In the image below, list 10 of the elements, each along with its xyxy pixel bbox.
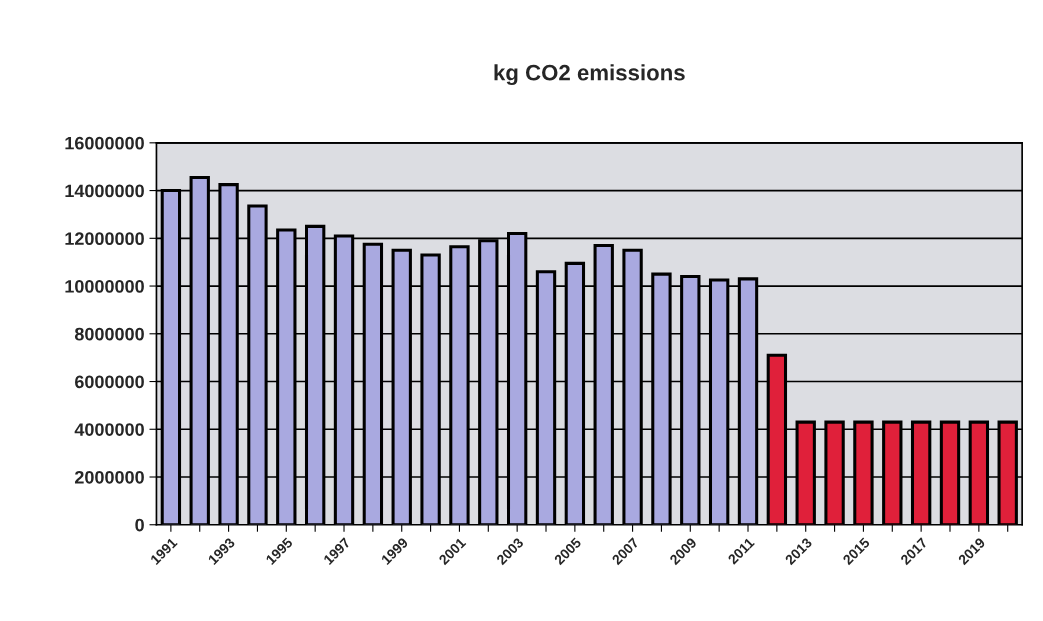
y-tick-label: 4000000 bbox=[74, 423, 144, 436]
y-tick-label: 10000000 bbox=[65, 279, 144, 293]
chart-title: kg CO2 emissions bbox=[494, 64, 685, 86]
y-tick-label: 14000000 bbox=[65, 184, 144, 198]
y-tick-label: 8000000 bbox=[74, 327, 144, 341]
y-tick-label: 2000000 bbox=[74, 470, 144, 484]
y-tick-label: 0 bbox=[135, 518, 144, 532]
y-tick-label: 12000000 bbox=[65, 232, 144, 246]
y-tick-label: 16000000 bbox=[65, 136, 144, 150]
y-tick-label: 6000000 bbox=[75, 375, 144, 389]
